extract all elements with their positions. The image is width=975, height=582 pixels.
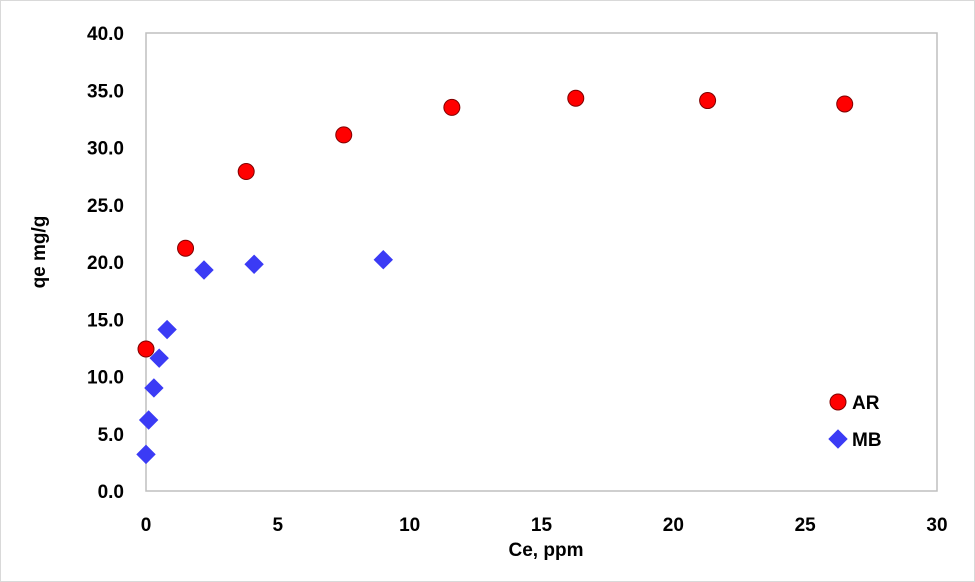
y-tick-label: 30.0 [87, 139, 124, 160]
x-tick-label: 20 [663, 515, 684, 536]
data-point-ar [335, 126, 353, 144]
legend: AR MB [828, 393, 882, 451]
series-mb [136, 250, 394, 465]
x-tick-label: 15 [531, 515, 553, 536]
legend-marker-ar [829, 393, 847, 411]
y-tick-label: 10.0 [87, 368, 124, 389]
x-axis-title: Ce, ppm [509, 540, 584, 561]
data-point-mb [144, 378, 164, 398]
y-axis-title: qe mg/g [29, 216, 50, 289]
data-point-ar [237, 163, 255, 181]
data-point-mb [149, 348, 169, 368]
data-point-mb [136, 444, 156, 465]
data-point-mb [373, 250, 394, 270]
data-point-ar [137, 340, 155, 358]
x-tick-label: 25 [795, 515, 817, 536]
x-axis-ticks: 0 5 10 15 20 25 30 [141, 515, 948, 536]
data-point-mb [138, 410, 159, 430]
y-tick-label: 25.0 [87, 196, 124, 217]
y-tick-label: 5.0 [98, 425, 124, 446]
legend-marker-mb [828, 429, 848, 449]
series-ar [137, 89, 854, 358]
data-point-ar [699, 92, 717, 110]
x-tick-label: 5 [273, 515, 284, 536]
x-tick-label: 30 [926, 515, 947, 536]
data-point-mb [244, 254, 264, 274]
data-point-mb [157, 319, 177, 340]
y-tick-label: 15.0 [87, 310, 124, 331]
data-point-ar [177, 239, 195, 257]
y-tick-label: 40.0 [87, 24, 124, 45]
x-tick-label: 0 [141, 515, 152, 536]
y-tick-label: 0.0 [98, 482, 124, 503]
legend-label-ar: AR [852, 393, 880, 414]
data-point-ar [443, 98, 461, 116]
plot-area [145, 32, 938, 492]
y-tick-label: 35.0 [87, 81, 124, 102]
data-point-ar [567, 89, 585, 107]
data-point-ar [836, 95, 854, 113]
y-tick-label: 20.0 [87, 253, 124, 274]
y-axis-ticks: 0.0 5.0 10.0 15.0 20.0 25.0 30.0 35.0 40.0 [87, 24, 124, 503]
legend-label-mb: MB [852, 430, 882, 451]
data-point-mb [194, 260, 214, 280]
x-tick-label: 10 [399, 515, 420, 536]
data-points [136, 89, 854, 465]
